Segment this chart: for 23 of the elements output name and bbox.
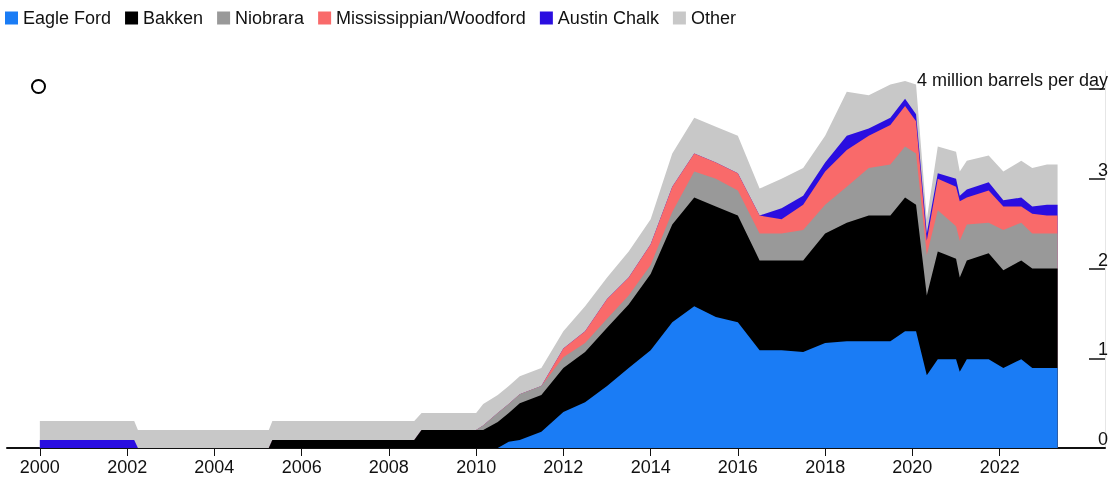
x-tick-label: 2018 — [805, 457, 846, 477]
legend-label: Niobrara — [235, 8, 306, 28]
y-tick-label: 4 million barrels per day — [916, 70, 1108, 90]
x-tick-label: 2000 — [19, 457, 60, 477]
legend-label: Other — [690, 8, 736, 28]
x-tick-label: 2002 — [107, 457, 148, 477]
x-tick-label: 2010 — [456, 457, 497, 477]
x-tick-label: 2004 — [194, 457, 235, 477]
x-tick-label: 2008 — [368, 457, 409, 477]
y-tick-label: 3 — [1097, 159, 1108, 180]
legend-label: Austin Chalk — [557, 8, 660, 28]
x-tick-label: 2014 — [630, 457, 671, 477]
y-tick-label: 2 — [1097, 249, 1108, 270]
legend-label: Eagle Ford — [23, 8, 112, 28]
x-tick-label: 2020 — [892, 457, 933, 477]
x-tick-label: 2012 — [543, 457, 584, 477]
x-tick-label: 2022 — [979, 457, 1020, 477]
legend-label: Mississippian/Woodford — [336, 8, 526, 28]
x-tick-label: 2016 — [717, 457, 758, 477]
legend-label: Bakken — [143, 8, 204, 28]
y-tick-label: 0 — [1097, 429, 1108, 449]
x-tick-label: 2006 — [281, 457, 322, 477]
y-tick-label: 1 — [1097, 339, 1108, 360]
